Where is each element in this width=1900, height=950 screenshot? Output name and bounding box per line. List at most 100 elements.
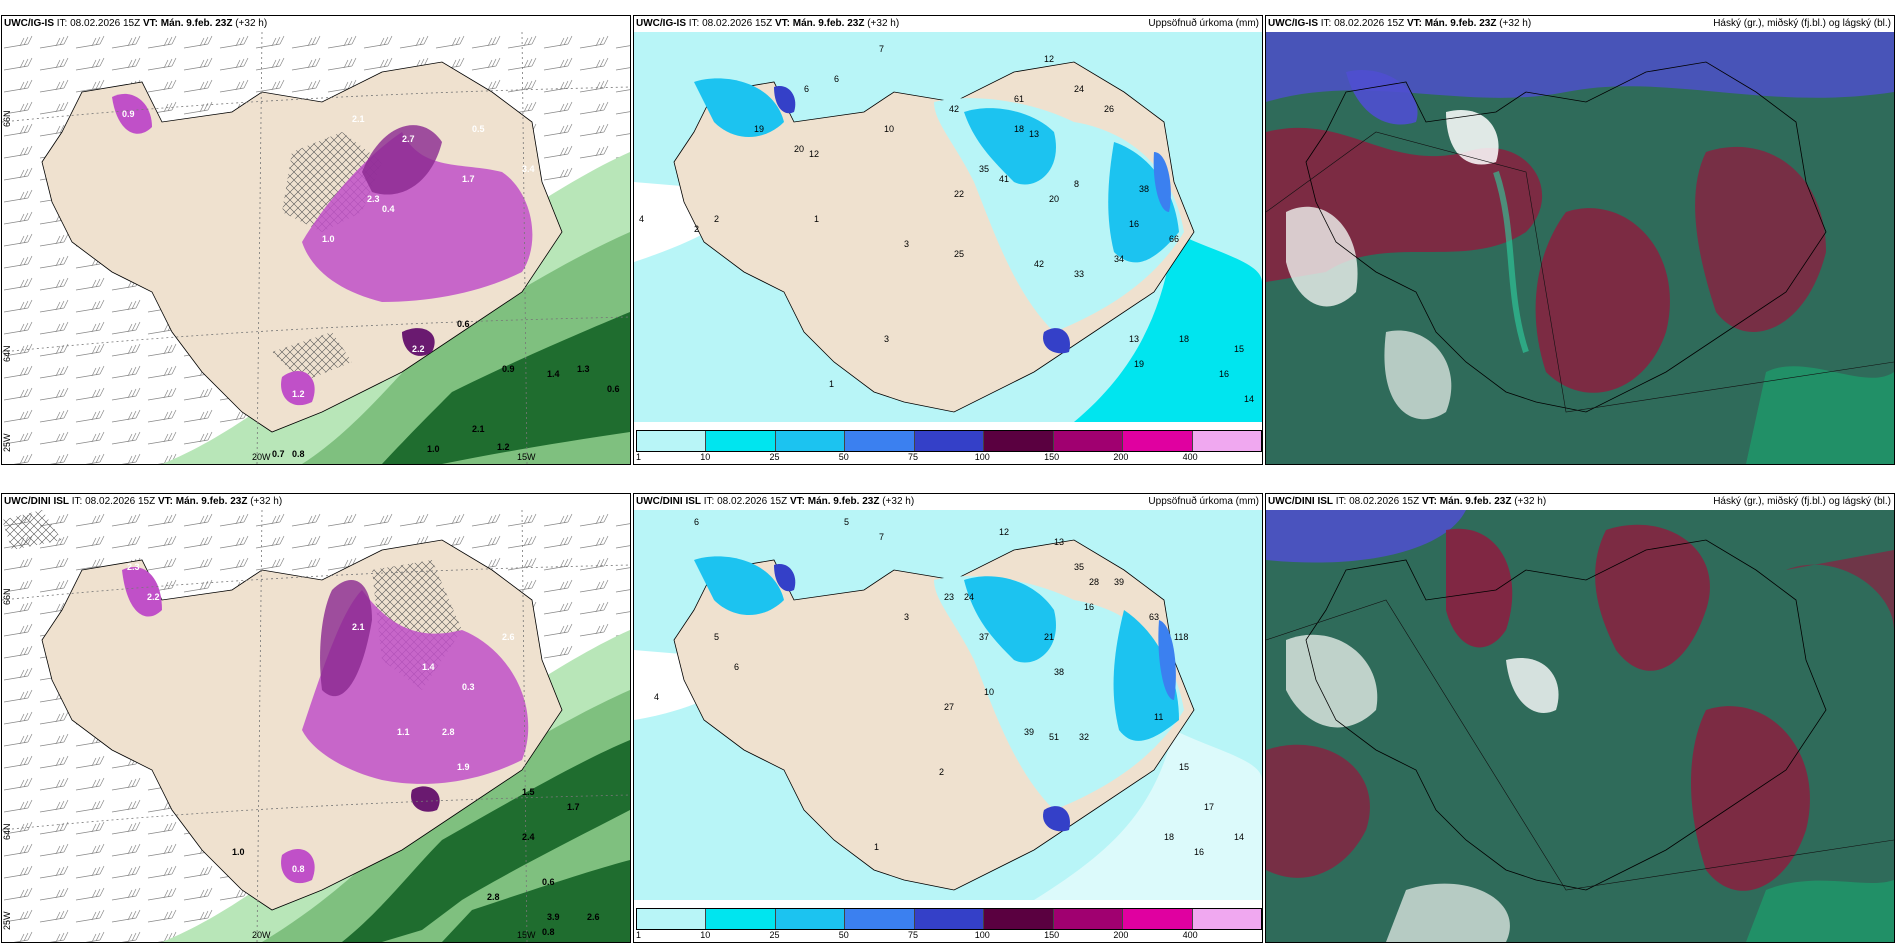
colorbar (636, 430, 1262, 452)
precip-value: 13 (1029, 129, 1039, 139)
purple-precip-area (281, 371, 315, 406)
precip-value: 2.7 (402, 134, 415, 144)
precip-value: 2.1 (352, 622, 365, 632)
precip-value: 38 (1139, 184, 1149, 194)
precip-value: 22 (954, 189, 964, 199)
colorbar-tick: 200 (1113, 930, 1129, 940)
cloud-cover-map (1266, 510, 1894, 942)
precip-value: 4 (654, 692, 659, 702)
panel-title: Háský (gr.), miðský (fj.bl.) og lágský (… (1713, 18, 1891, 29)
precip-value: 1.0 (232, 847, 245, 857)
precip-value: 6 (834, 74, 839, 84)
precip-value: 3 (904, 612, 909, 622)
dark-green-area (382, 312, 630, 464)
precip-area (774, 564, 796, 592)
wind-precip-map: 66N 64N 25W 20W 15W 2.1 2.7 1.7 0.5 0.4 … (2, 32, 630, 464)
purple-precip-area (112, 93, 152, 134)
precip-value: 16 (1219, 369, 1229, 379)
colorbar-tick: 100 (974, 930, 990, 940)
purple-precip-area (122, 566, 162, 617)
grid-label: 20W (252, 452, 271, 462)
precip-value: 25 (954, 249, 964, 259)
accumulated-precip-map: 6 7 6 12 24 42 61 26 20 19 10 8 3 2 1 12… (634, 32, 1262, 422)
grid-label: 66N (2, 110, 12, 127)
precip-value: 18 (1164, 832, 1174, 842)
precip-value: 12 (999, 527, 1009, 537)
precip-area (1074, 232, 1262, 422)
longitude-line (521, 510, 528, 942)
precip-value: 0.9 (502, 364, 515, 374)
colorbar-segment (1123, 909, 1193, 929)
precip-value: 34 (1114, 254, 1124, 264)
precip-value: 1 (814, 214, 819, 224)
precip-value: 38 (1054, 667, 1064, 677)
precip-value: 5 (714, 632, 719, 642)
precip-value: 7 (879, 44, 884, 54)
precip-value: 0.9 (122, 109, 135, 119)
precip-value: 35 (1074, 562, 1084, 572)
purple-precip-area (302, 132, 533, 302)
grid-label: 15W (517, 452, 536, 462)
precip-value: 42 (949, 104, 959, 114)
colorbar-tick: 1 (636, 930, 642, 940)
precip-value: 17 (1204, 802, 1214, 812)
precip-value: 12 (1044, 54, 1054, 64)
precip-value: 0.6 (457, 319, 470, 329)
precip-value: 13 (1054, 537, 1064, 547)
precip-area (774, 86, 796, 114)
colorbar-tick: 75 (908, 930, 919, 940)
colorbar-segment (1192, 431, 1261, 451)
panel-header: UWC/IG-IS IT: 08.02.2026 15Z VT: Mán. 9.… (1268, 18, 1532, 29)
precip-value: 61 (1014, 94, 1024, 104)
precip-value: 41 (999, 174, 1009, 184)
precip-value: 1.4 (422, 662, 435, 672)
precip-value: 2.6 (502, 632, 515, 642)
precip-value: 1.1 (397, 727, 410, 737)
precip-value: 1.2 (497, 442, 510, 452)
precip-value: 32 (1079, 732, 1089, 742)
precip-value: 39 (1114, 577, 1124, 587)
precip-value: 20 (794, 144, 804, 154)
precip-value: 8 (1074, 179, 1079, 189)
dark-green-area (442, 860, 630, 942)
panel-title: Uppsöfnuð úrkoma (mm) (1148, 18, 1259, 29)
precip-value: 1.9 (457, 762, 470, 772)
precip-value: 37 (979, 632, 989, 642)
panel-header: UWC/DINI ISL IT: 08.02.2026 15Z VT: Mán.… (1268, 496, 1547, 507)
colorbar-segment (1053, 909, 1124, 929)
latitude-line (2, 316, 630, 353)
precip-value: 15 (1179, 762, 1189, 772)
precip-value: 19 (1134, 359, 1144, 369)
precip-value: 14 (1244, 394, 1254, 404)
precip-value: 39 (1024, 727, 1034, 737)
purple-precip-area (320, 580, 372, 697)
precip-value: 10 (984, 687, 994, 697)
dark-green-area (342, 740, 630, 942)
precip-value: 0.5 (472, 124, 485, 134)
precip-value: 16 (1084, 602, 1094, 612)
precip-value: 16 (1194, 847, 1204, 857)
latitude-line (2, 564, 630, 601)
precip-value: 118 (1174, 632, 1188, 642)
precip-value: 5 (844, 517, 849, 527)
precip-value: 24 (1074, 84, 1084, 94)
precip-value: 26 (1104, 104, 1114, 114)
precip-value: 18 (1179, 334, 1189, 344)
colorbar-ticks: 1 10 25 50 75 100 150 200 400 (636, 452, 1260, 464)
colorbar-tick: 200 (1113, 452, 1129, 462)
colorbar-tick: 150 (1044, 930, 1060, 940)
colorbar-segment (984, 909, 1054, 929)
colorbar-segment (706, 909, 776, 929)
colorbar-tick: 100 (974, 452, 990, 462)
longitude-line (521, 32, 528, 464)
panel-bottom-right: UWC/DINI ISL IT: 08.02.2026 15Z VT: Mán.… (1265, 493, 1895, 943)
precip-value: 33 (1074, 269, 1084, 279)
precip-value: 2.2 (412, 344, 425, 354)
colorbar-tick: 150 (1044, 452, 1060, 462)
precip-value: 3.4 (522, 164, 535, 174)
accumulated-precip-map: 6 5 6 7 12 13 35 28 39 63 118 23 24 37 2… (634, 510, 1262, 900)
colorbar-segment (845, 431, 915, 451)
colorbar-tick: 50 (838, 452, 849, 462)
precip-value: 24 (964, 592, 974, 602)
precip-value: 2.2 (147, 592, 160, 602)
